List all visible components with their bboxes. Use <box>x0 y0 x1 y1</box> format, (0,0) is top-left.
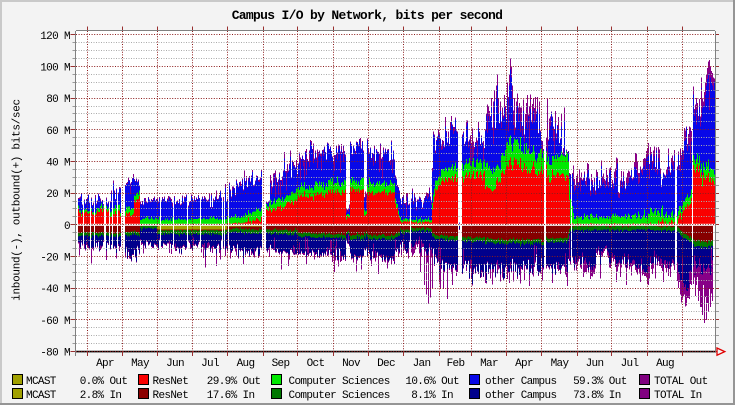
svg-text:Dec: Dec <box>377 358 395 370</box>
svg-text:10.6% Out: 10.6% Out <box>405 376 459 388</box>
svg-text:Oct: Oct <box>307 358 325 370</box>
svg-text:TOTAL In: TOTAL In <box>654 390 702 402</box>
svg-text:20 M: 20 M <box>46 189 70 201</box>
svg-text:8.1% In: 8.1% In <box>411 390 453 402</box>
svg-text:Jul: Jul <box>201 358 219 370</box>
svg-text:60 M: 60 M <box>46 126 70 138</box>
svg-text:ResNet: ResNet <box>153 390 189 402</box>
svg-text:-80 M: -80 M <box>40 348 70 360</box>
svg-text:Campus I/O by Network, bits pe: Campus I/O by Network, bits per second <box>232 8 503 23</box>
svg-text:Apr: Apr <box>515 358 533 370</box>
svg-text:80 M: 80 M <box>46 94 70 106</box>
svg-text:MCAST: MCAST <box>26 390 57 402</box>
svg-text:May: May <box>551 358 570 370</box>
svg-text:100 M: 100 M <box>40 62 70 74</box>
svg-text:TOTAL Out: TOTAL Out <box>654 376 708 388</box>
svg-text:73.8% In: 73.8% In <box>573 390 621 402</box>
svg-text:Computer Sciences: Computer Sciences <box>289 376 390 388</box>
svg-text:-20 M: -20 M <box>40 253 70 265</box>
svg-text:Apr: Apr <box>96 358 114 370</box>
svg-text:other Campus: other Campus <box>485 376 556 388</box>
svg-text:inbound(-), outbound(+) bits/s: inbound(-), outbound(+) bits/sec <box>12 99 24 301</box>
svg-text:2.8% In: 2.8% In <box>80 390 122 402</box>
svg-text:40 M: 40 M <box>46 158 70 170</box>
svg-text:Mar: Mar <box>480 358 498 370</box>
svg-text:59.3% Out: 59.3% Out <box>573 376 627 388</box>
svg-text:Nov: Nov <box>342 358 361 370</box>
svg-text:29.9% Out: 29.9% Out <box>207 376 261 388</box>
svg-text:0.0% Out: 0.0% Out <box>80 376 128 388</box>
svg-text:Jun: Jun <box>166 358 184 370</box>
svg-text:120 M: 120 M <box>40 31 70 43</box>
svg-text:Computer Sciences: Computer Sciences <box>289 390 390 402</box>
svg-text:-60 M: -60 M <box>40 316 70 328</box>
svg-text:Feb: Feb <box>447 358 465 370</box>
svg-text:MCAST: MCAST <box>26 376 57 388</box>
svg-text:May: May <box>131 358 150 370</box>
svg-text:Aug: Aug <box>656 358 674 370</box>
svg-text:-40 M: -40 M <box>40 284 70 296</box>
svg-text:0: 0 <box>64 221 70 233</box>
svg-text:Jan: Jan <box>413 358 431 370</box>
svg-text:Sep: Sep <box>272 358 290 370</box>
svg-text:other Campus: other Campus <box>485 390 556 402</box>
svg-text:ResNet: ResNet <box>153 376 189 388</box>
svg-text:Jun: Jun <box>586 358 604 370</box>
svg-text:17.6% In: 17.6% In <box>207 390 255 402</box>
svg-text:Jul: Jul <box>621 358 639 370</box>
svg-text:Aug: Aug <box>237 358 255 370</box>
